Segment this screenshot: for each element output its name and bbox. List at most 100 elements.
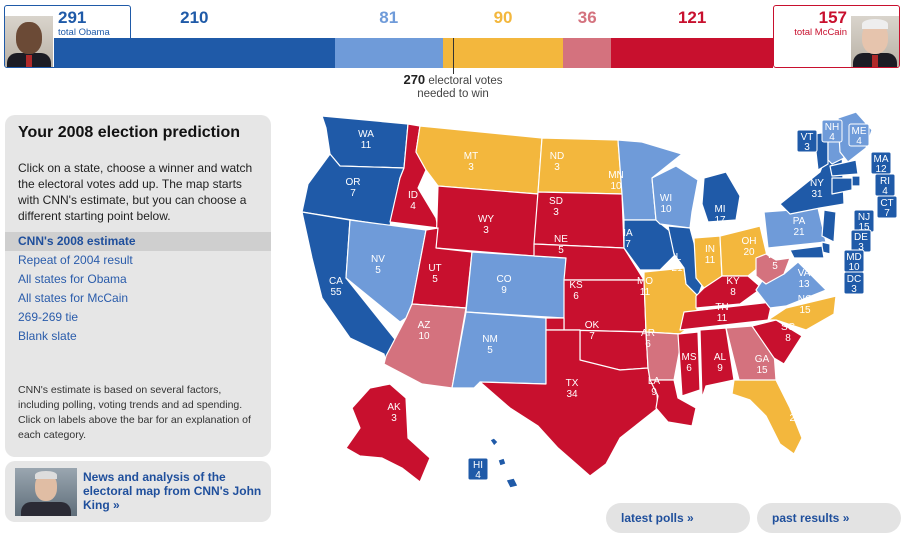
category-label-mccain[interactable]: 121 [677,8,707,27]
state-nc[interactable] [767,295,837,331]
state-box-me[interactable]: ME4 [848,123,870,147]
state-label-sd[interactable]: SD3 [549,196,563,218]
state-nm[interactable] [451,311,547,389]
category-label-lean-obama[interactable]: 81 [379,8,399,27]
state-ms[interactable] [677,331,701,397]
state-label-ne[interactable]: NE5 [554,234,568,256]
state-ev-nj: 15 [858,222,870,233]
state-az[interactable] [383,303,467,389]
state-ct[interactable] [831,177,853,195]
option-3[interactable]: All states for McCain [18,291,129,305]
option-2[interactable]: All states for Obama [18,272,127,286]
state-label-nd[interactable]: ND3 [550,151,564,173]
state-mt[interactable] [415,125,543,195]
state-abbr-ms: MS [682,352,697,363]
state-wi[interactable] [651,165,699,229]
state-la[interactable] [649,379,697,427]
state-mi[interactable] [701,171,741,223]
state-label-ak[interactable]: AK3 [387,402,401,424]
option-1[interactable]: Repeat of 2004 result [18,253,133,267]
state-box-dc[interactable]: DC3 [843,271,865,295]
latest-polls-button[interactable]: latest polls » [606,503,750,533]
state-label-sc[interactable]: SC8 [781,322,795,344]
state-ri[interactable] [851,175,861,187]
state-label-ok[interactable]: OK7 [585,320,600,342]
state-box-vt[interactable]: VT3 [796,129,818,153]
state-ev-ca: 55 [330,287,342,298]
state-label-ks[interactable]: KS6 [569,280,583,302]
state-fl[interactable] [731,379,803,455]
obama-total-box[interactable]: 291 total Obama [4,5,131,68]
state-label-ia[interactable]: IA7 [623,228,633,250]
state-abbr-nd: ND [550,151,564,162]
state-abbr-ny: NY [810,178,824,189]
state-wv[interactable] [755,253,791,285]
category-label-tossup[interactable]: 90 [493,8,513,27]
state-nd[interactable] [537,137,623,195]
state-al[interactable] [699,327,735,399]
option-4[interactable]: 269-269 tie [18,310,79,324]
state-hi[interactable] [489,437,519,489]
state-sd[interactable] [533,191,625,249]
state-ar[interactable] [645,331,681,381]
state-label-ky[interactable]: KY8 [726,276,740,298]
state-label-wy[interactable]: WY3 [478,214,494,236]
state-co[interactable] [465,251,567,319]
state-box-nh[interactable]: NH4 [821,119,843,143]
state-label-wv[interactable]: WV5 [767,250,783,272]
state-label-ms[interactable]: MS6 [682,352,697,374]
state-ky[interactable] [695,275,763,309]
state-label-id[interactable]: ID4 [408,190,418,212]
john-king-link-text[interactable]: News and analysis of the electoral map f… [83,470,262,512]
state-il[interactable] [667,225,705,297]
state-label-nv[interactable]: NV5 [371,254,385,276]
state-label-mt[interactable]: MT3 [464,151,478,173]
state-label-la[interactable]: LA9 [648,376,661,398]
state-sc[interactable] [751,319,803,365]
category-label-obama[interactable]: 210 [180,8,209,27]
state-label-al[interactable]: AL9 [714,352,727,374]
state-md[interactable] [789,245,825,259]
state-label-ut[interactable]: UT5 [428,263,441,285]
category-label-lean-mccain[interactable]: 36 [577,8,597,27]
state-label-co[interactable]: CO9 [497,274,512,296]
past-results-button[interactable]: past results » [757,503,901,533]
option-5[interactable]: Blank slate [18,329,77,343]
state-tx[interactable] [479,329,659,477]
obama-count: 291 [58,8,87,27]
state-box-ct[interactable]: CT7 [876,195,898,219]
state-ma[interactable] [829,159,859,177]
state-label-nm[interactable]: NM5 [482,334,498,356]
state-ak[interactable] [345,383,431,483]
state-nj[interactable] [821,209,837,243]
state-box-de[interactable]: DE3 [850,229,872,253]
option-0[interactable]: CNN's 2008 estimate [5,232,271,251]
state-label-ar[interactable]: AR6 [641,328,655,350]
mccain-total-box[interactable]: 157 total McCain [773,5,900,68]
state-box-ri[interactable]: RI4 [874,173,896,197]
state-label-or[interactable]: OR7 [346,177,361,199]
john-king-link[interactable]: News and analysis of the electoral map f… [5,461,271,522]
state-box-hi[interactable]: HI4 [467,457,489,481]
